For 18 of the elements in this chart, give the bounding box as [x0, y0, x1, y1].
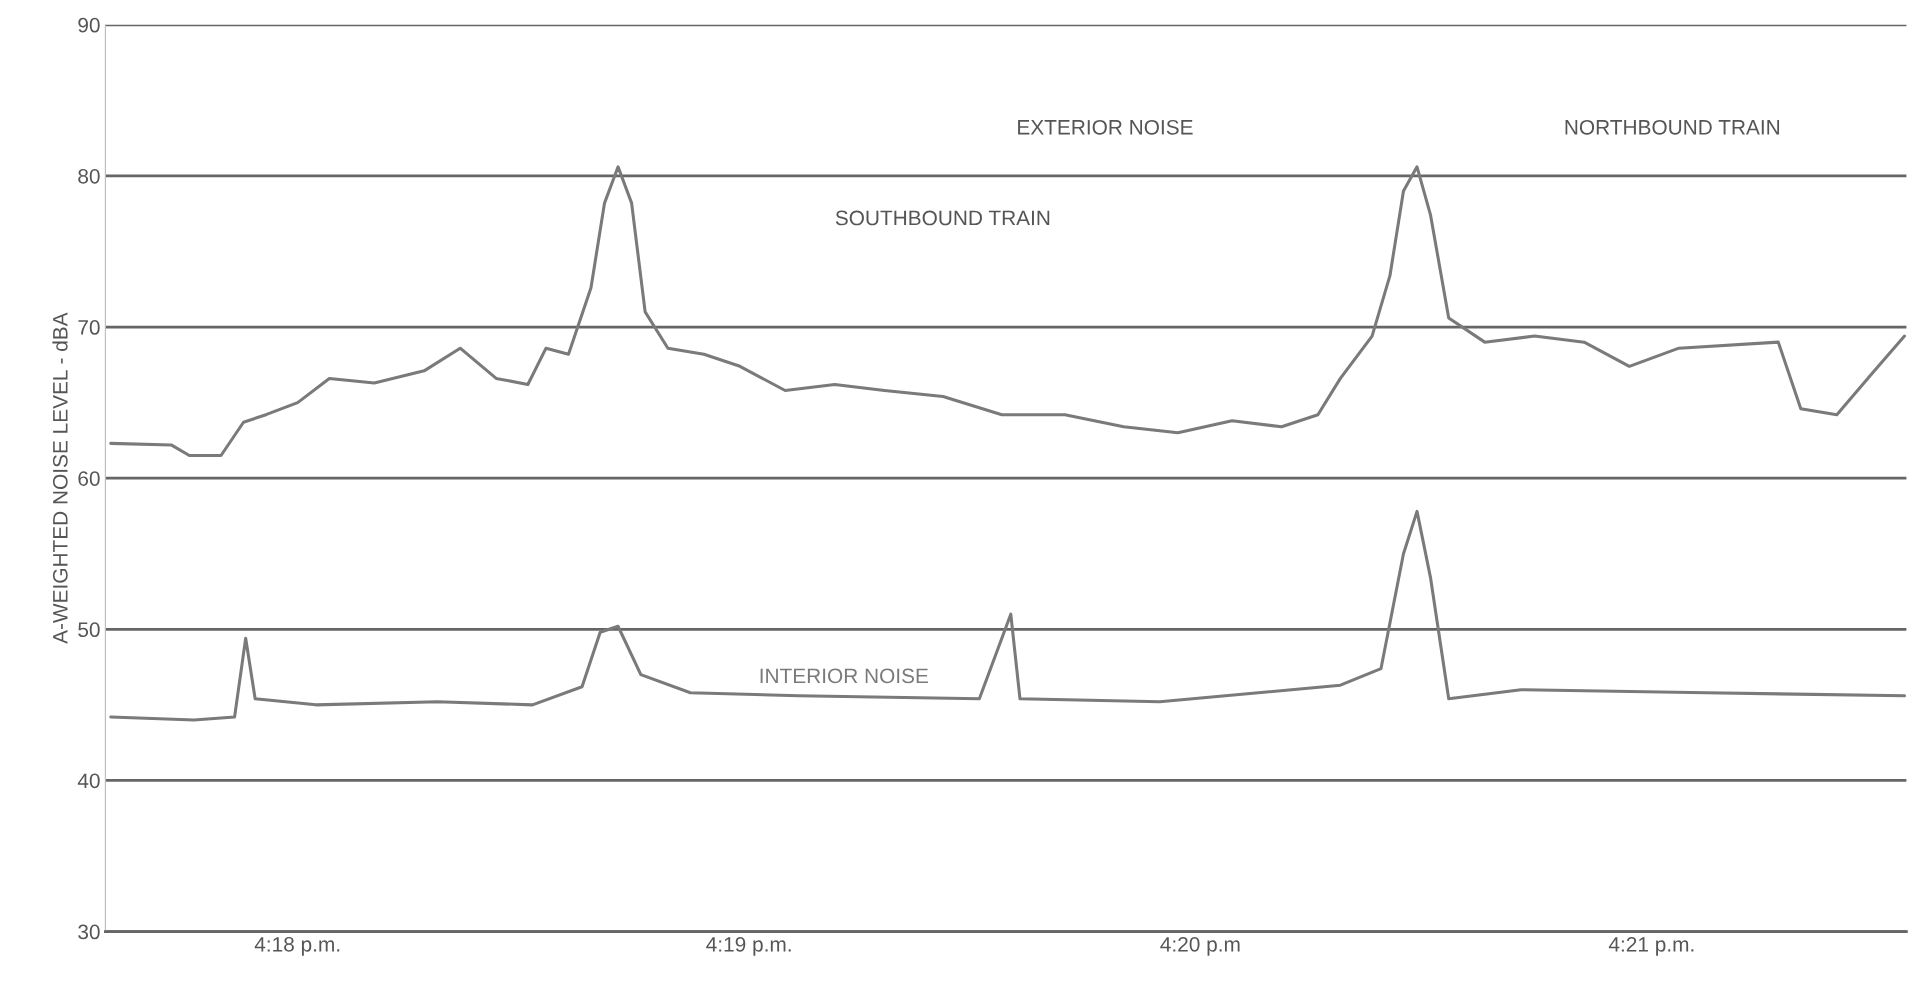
x-tick-label: 4:20 p.m [1160, 936, 1240, 956]
y-tick-label: 70 [78, 320, 100, 335]
annotation: EXTERIOR NOISE [1018, 119, 1193, 135]
y-tick-label: 90 [78, 17, 100, 33]
x-tick-label: 4:19 p.m. [706, 936, 791, 956]
line-series [109, 165, 1907, 458]
annotation: SOUTHBOUND TRAIN [835, 210, 1050, 226]
y-axis-title: A-WEIGHTED NOISE LEVEL - dBA [52, 312, 68, 644]
x-tick-label: 4:18 p.m. [254, 936, 340, 956]
y-tick-label: 80 [78, 168, 100, 184]
y-tick-label: 40 [77, 773, 100, 789]
series-label: INTERIOR NOISE [760, 668, 928, 684]
annotation: NORTHBOUND TRAIN [1565, 119, 1780, 135]
y-tick-label: 60 [78, 471, 100, 486]
x-tick-label: 4:21 p.m. [1608, 936, 1694, 956]
y-tick-label: 50 [78, 622, 100, 638]
y-tick-label: 30 [78, 924, 100, 940]
line-series [109, 509, 1907, 722]
